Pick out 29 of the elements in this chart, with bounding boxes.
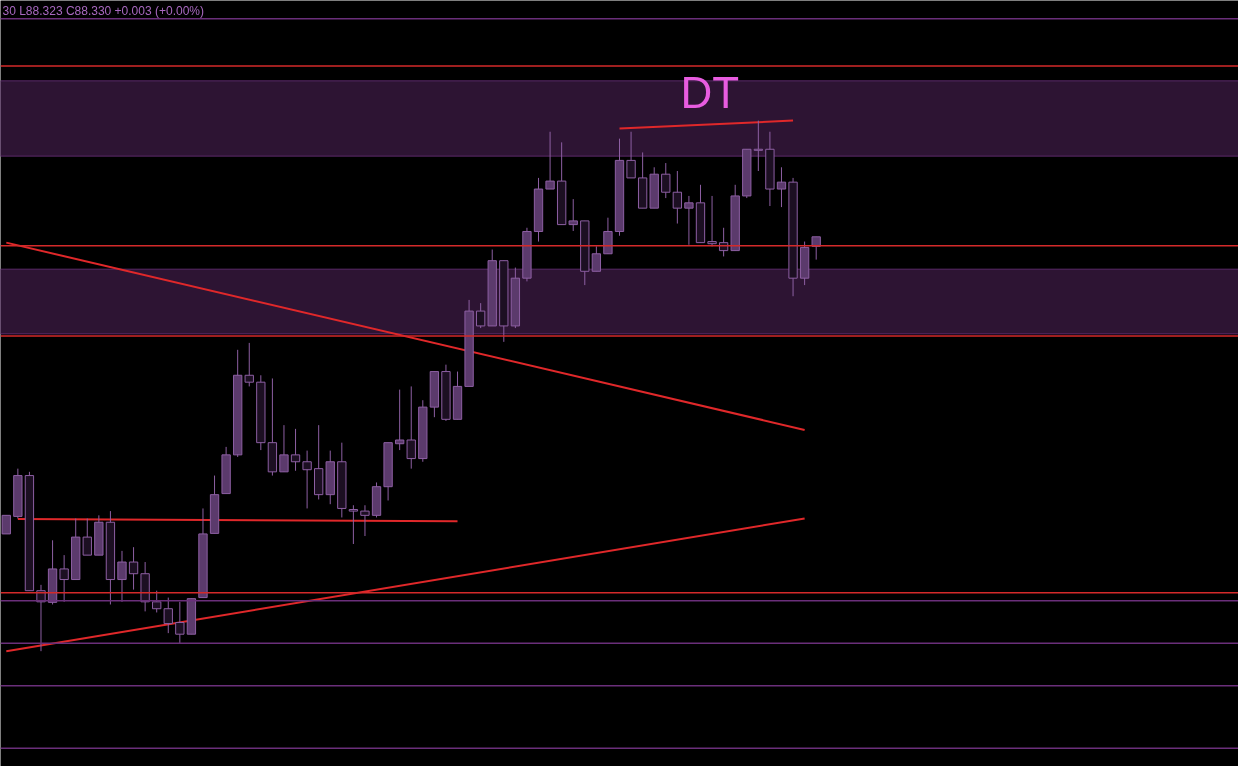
candlestick (545, 131, 555, 190)
text: 30 L88.323 C88.330 +0.003 (+0.00%) (2, 3, 204, 18)
candlestick (811, 236, 821, 261)
candlestick (59, 554, 69, 603)
candlestick (1, 514, 11, 535)
candlestick (279, 424, 289, 473)
candlestick (672, 170, 683, 225)
candlestick (395, 389, 405, 451)
candlestick (568, 198, 578, 232)
candlestick (591, 245, 602, 272)
candlestick (163, 597, 173, 634)
candlestick (128, 546, 139, 591)
candlestick (302, 450, 312, 509)
candlestick (475, 302, 486, 329)
candlestick (348, 504, 359, 545)
candlestick (117, 550, 127, 603)
candlestick (626, 131, 636, 179)
candlestick (753, 120, 764, 172)
candlestick (360, 504, 370, 537)
candlestick (776, 166, 787, 208)
candlestick (684, 195, 694, 246)
candlestick (406, 385, 416, 470)
candlestick (707, 195, 717, 247)
candlestick (290, 428, 301, 472)
text: DT (680, 67, 740, 117)
candlestick (603, 217, 613, 255)
candlestick (152, 590, 162, 613)
candlestick (175, 601, 185, 644)
candlestick (661, 162, 671, 199)
